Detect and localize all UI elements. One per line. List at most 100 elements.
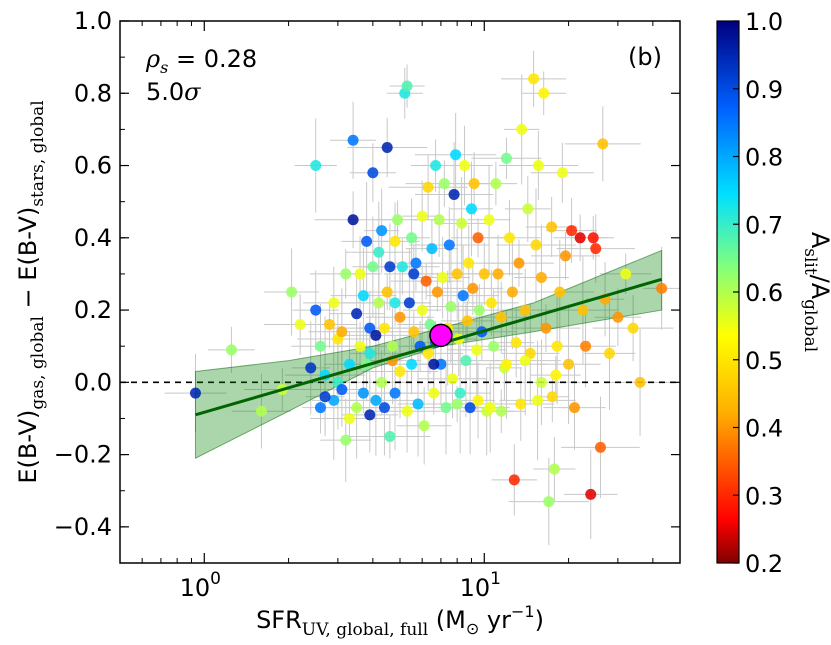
data-point [515,398,527,410]
data-point [343,412,355,424]
data-point [384,431,396,443]
data-point [546,221,558,233]
data-point [328,297,340,309]
data-point [488,340,500,352]
fit-confidence-band [194,249,663,460]
data-point [543,496,555,508]
data-point [546,391,558,403]
colorbar-tick-label: 0.6 [745,279,783,307]
data-point [406,232,418,244]
cbar-title-a-sub: slit [800,248,820,275]
colorbar-ticks: 0.2 0.3 0.4 0.5 0.6 0.7 0.8 0.9 1.0 [733,8,783,578]
data-point [364,347,376,359]
data-point [408,268,420,280]
data-point [389,235,401,247]
data-point [554,286,566,298]
colorbar-tick-label: 0.9 [745,76,783,104]
data-point [451,398,463,410]
x-tick-label: 101 [460,569,501,602]
colorbar: 0.20.30.40.50.60.70.80.91.0 Aslit/Agloba… [716,8,831,578]
y-tick-label: 0.2 [74,296,112,324]
x-tick-exp: 1 [490,569,501,589]
data-point [336,326,348,338]
data-point [394,311,406,323]
data-point [506,286,518,298]
stat-sigma-symbol: σ [184,78,201,106]
data-point [431,286,443,298]
data-point [548,463,560,475]
data-point [460,355,472,367]
data-point [428,387,440,399]
stat-rho-sub: s [160,58,168,77]
data-point [447,373,459,385]
data-point [440,402,452,414]
cbar-title-b-sub: global [800,299,820,352]
data-point [472,394,484,406]
cbar-title-b: A [806,283,831,300]
y-tick-label: 0.0 [74,368,112,396]
data-point [430,160,442,172]
data-point [559,250,571,262]
stat-annotation: ρs = 0.28 5.0σ [145,45,257,106]
data-point [394,365,406,377]
data-point [340,268,352,280]
data-point [457,290,469,302]
data-point [461,315,473,327]
data-point [492,268,504,280]
data-point [563,358,575,370]
data-point [422,181,434,193]
data-point [522,203,534,215]
data-point [340,434,352,446]
data-point [532,394,544,406]
data-point [255,405,267,417]
data-point [225,344,237,356]
data-point [540,322,552,334]
data-point [357,290,369,302]
data-point [310,304,322,316]
colorbar-tick-label: 0.4 [745,415,783,443]
data-point [448,188,460,200]
data-point [410,257,422,269]
data-point [450,149,462,161]
data-point [376,376,388,388]
data-point [416,210,428,222]
x-title-main: SFR [256,606,302,634]
data-point [483,214,495,226]
data-point [532,160,544,172]
y-tick-label: −0.2 [54,441,112,469]
data-point [373,297,385,309]
colorbar-tick-label: 0.8 [745,144,783,172]
data-point [516,123,528,135]
x-title-exp: −1 [511,602,535,621]
data-point [535,376,547,388]
data-point [500,152,512,164]
stat-sigma-value: 5.0 [146,78,184,106]
data-point [376,225,388,237]
data-point [569,402,581,414]
x-title-unit-open: (M [428,606,466,634]
data-point [426,243,438,255]
data-point [566,225,578,237]
data-point [580,340,592,352]
data-point [412,398,424,410]
data-point [401,405,413,417]
colorbar-tick-label: 1.0 [745,8,783,36]
data-point [310,160,322,172]
plot-area [120,50,680,546]
data-point [503,232,515,244]
data-point [528,73,540,85]
data-point [510,337,522,349]
data-point [305,362,317,374]
data-point [428,358,440,370]
y-axis-title: E(B-V)gas, global − E(B-V)stars, global [14,100,48,483]
svg-text:ρs = 0.28: ρs = 0.28 [145,45,257,77]
data-point [473,304,485,316]
y-tick-label: 0.8 [74,79,112,107]
data-point [367,261,379,273]
colorbar-tick-label: 0.3 [745,482,783,510]
data-point [454,387,466,399]
x-tick-exp: 0 [210,569,221,589]
data-point [551,340,563,352]
